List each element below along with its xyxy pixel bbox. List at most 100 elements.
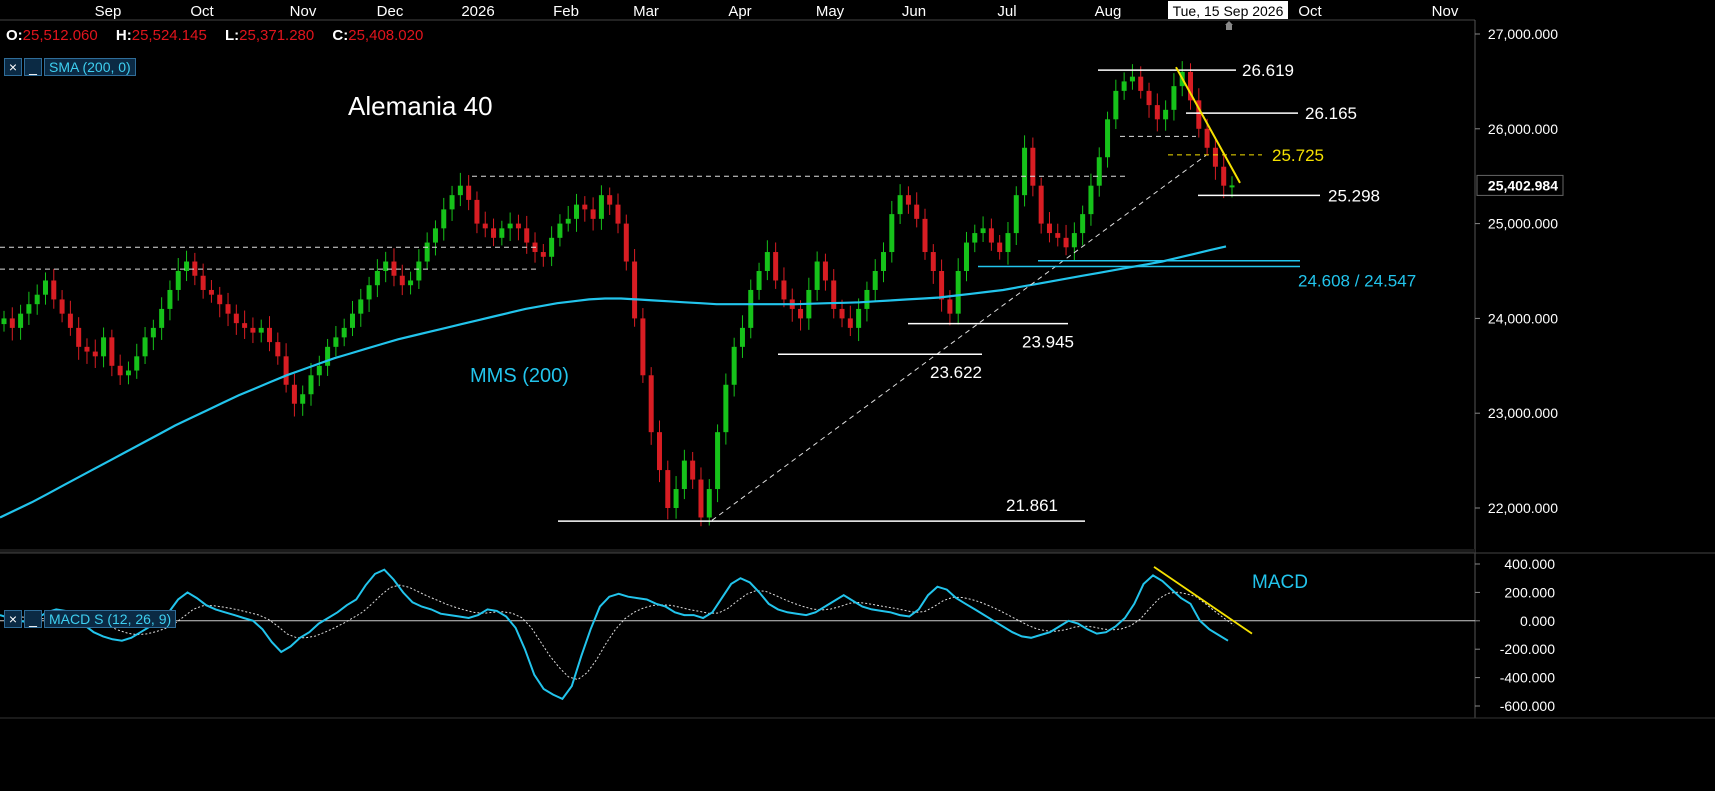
month-label: Aug: [1095, 3, 1122, 20]
candle-body: [175, 271, 181, 290]
candle-body: [764, 252, 770, 271]
candle-body: [972, 233, 978, 243]
candle-body: [632, 261, 638, 319]
candle-body: [341, 327, 347, 338]
candle-body: [1229, 185, 1235, 188]
candle-body: [1, 318, 7, 325]
footer-area: [0, 718, 1715, 791]
candle-body: [283, 356, 289, 385]
candle-body: [1188, 71, 1194, 101]
candle-body: [565, 218, 571, 224]
candle-body: [1163, 109, 1169, 120]
candle-body: [333, 337, 339, 347]
candle-body: [831, 280, 837, 309]
candle-body: [889, 214, 895, 253]
candle-body: [897, 195, 903, 215]
candle-body: [756, 271, 762, 290]
candle-body: [731, 346, 737, 385]
candle-body: [1105, 119, 1111, 158]
candle-body: [947, 299, 953, 314]
candle-body: [408, 280, 414, 286]
candle-body: [607, 195, 613, 205]
candle-body: [980, 228, 986, 234]
candle-body: [1129, 76, 1135, 82]
candle-body: [640, 318, 646, 376]
month-label: 2026: [461, 3, 494, 20]
sma-line: [0, 245, 1227, 519]
candle-body: [997, 242, 1003, 253]
candle-body: [300, 394, 306, 404]
month-label: Oct: [1298, 3, 1322, 20]
ohlc-close: 25,408.020: [348, 27, 424, 44]
candle-body: [466, 185, 472, 200]
candle-body: [92, 351, 98, 357]
minimize-icon[interactable]: _: [24, 610, 42, 628]
candle-body: [515, 223, 521, 229]
candle-body: [955, 271, 961, 314]
candle-body: [349, 313, 355, 328]
candle-body: [1055, 233, 1061, 238]
level-label: 26.165: [1305, 104, 1357, 123]
candle-body: [939, 271, 945, 300]
candle-body: [723, 384, 729, 433]
cursor-marker-icon: [1225, 21, 1233, 30]
macd-tick-label: -400.000: [1500, 670, 1555, 686]
ohlc-low: 25,371.280: [239, 27, 315, 44]
candle-body: [822, 261, 828, 281]
candle-body: [673, 489, 679, 508]
candle-body: [549, 237, 555, 257]
candle-body: [1088, 185, 1094, 215]
close-icon[interactable]: ×: [4, 610, 22, 628]
month-label: Apr: [728, 3, 751, 20]
close-icon[interactable]: ×: [4, 58, 22, 76]
pane-separator: [0, 549, 1475, 553]
candle-body: [250, 327, 256, 333]
candle-body: [474, 199, 480, 224]
candle-body: [482, 223, 488, 229]
candle-body: [648, 375, 654, 433]
candle-body: [217, 294, 223, 305]
candle-body: [681, 460, 687, 490]
month-label: Nov: [1432, 3, 1459, 20]
candle-body: [142, 337, 148, 357]
candle-body: [391, 261, 397, 276]
level-label: 23.945: [1022, 333, 1074, 352]
macd-tick-label: 0.000: [1520, 613, 1555, 629]
candle-body: [773, 252, 779, 281]
candle-body: [524, 228, 530, 243]
candle-body: [1204, 128, 1210, 148]
candle-body: [690, 460, 696, 480]
candle-body: [150, 327, 156, 338]
candle-body: [383, 261, 389, 271]
month-label: Mar: [633, 3, 659, 20]
candle-body: [839, 308, 845, 319]
candle-body: [557, 223, 563, 238]
candle-body: [507, 223, 513, 229]
candle-body: [9, 318, 15, 328]
candle-body: [1071, 233, 1077, 248]
candle-body: [208, 289, 214, 295]
candle-body: [872, 271, 878, 290]
macd-indicator-legend: × _ MACD S (12, 26, 9): [4, 610, 177, 628]
cursor-date-box: [1168, 1, 1288, 19]
level-label-cyan: 24.608 / 24.547: [1298, 272, 1416, 291]
candle-body: [67, 313, 73, 328]
month-label: Feb: [553, 3, 579, 20]
month-label: Sep: [95, 3, 122, 20]
candle-body: [1013, 195, 1019, 234]
candle-body: [125, 370, 131, 376]
sma-indicator-legend: × _ SMA (200, 0): [4, 58, 136, 76]
candle-body: [1063, 237, 1069, 248]
price-tick-label: 27,000.000: [1488, 26, 1558, 42]
minimize-icon[interactable]: _: [24, 58, 42, 76]
candle-body: [698, 479, 704, 518]
macd-tick-label: -600.000: [1500, 698, 1555, 714]
candle-body: [574, 204, 580, 219]
month-label: Nov: [290, 3, 317, 20]
candle-body: [1096, 157, 1102, 186]
candle-body: [291, 384, 297, 404]
candle-body: [1171, 86, 1177, 110]
candle-body: [864, 289, 870, 309]
